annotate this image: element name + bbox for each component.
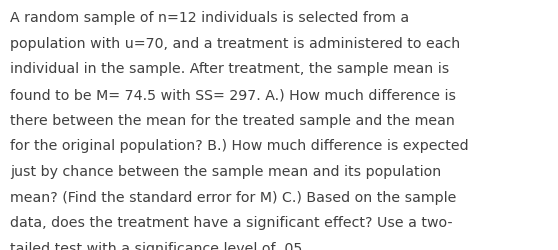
Text: for the original population? B.) How much difference is expected: for the original population? B.) How muc… (10, 139, 469, 153)
Text: data, does the treatment have a significant effect? Use a two-: data, does the treatment have a signific… (10, 215, 453, 229)
Text: mean? (Find the standard error for M) C.) Based on the sample: mean? (Find the standard error for M) C.… (10, 190, 456, 204)
Text: found to be M= 74.5 with SS= 297. A.) How much difference is: found to be M= 74.5 with SS= 297. A.) Ho… (10, 88, 456, 102)
Text: just by chance between the sample mean and its population: just by chance between the sample mean a… (10, 164, 441, 178)
Text: there between the mean for the treated sample and the mean: there between the mean for the treated s… (10, 113, 455, 127)
Text: A random sample of n=12 individuals is selected from a: A random sample of n=12 individuals is s… (10, 11, 409, 25)
Text: tailed test with a significance level of .05.: tailed test with a significance level of… (10, 241, 307, 250)
Text: individual in the sample. After treatment, the sample mean is: individual in the sample. After treatmen… (10, 62, 449, 76)
Text: population with u=70, and a treatment is administered to each: population with u=70, and a treatment is… (10, 37, 460, 51)
